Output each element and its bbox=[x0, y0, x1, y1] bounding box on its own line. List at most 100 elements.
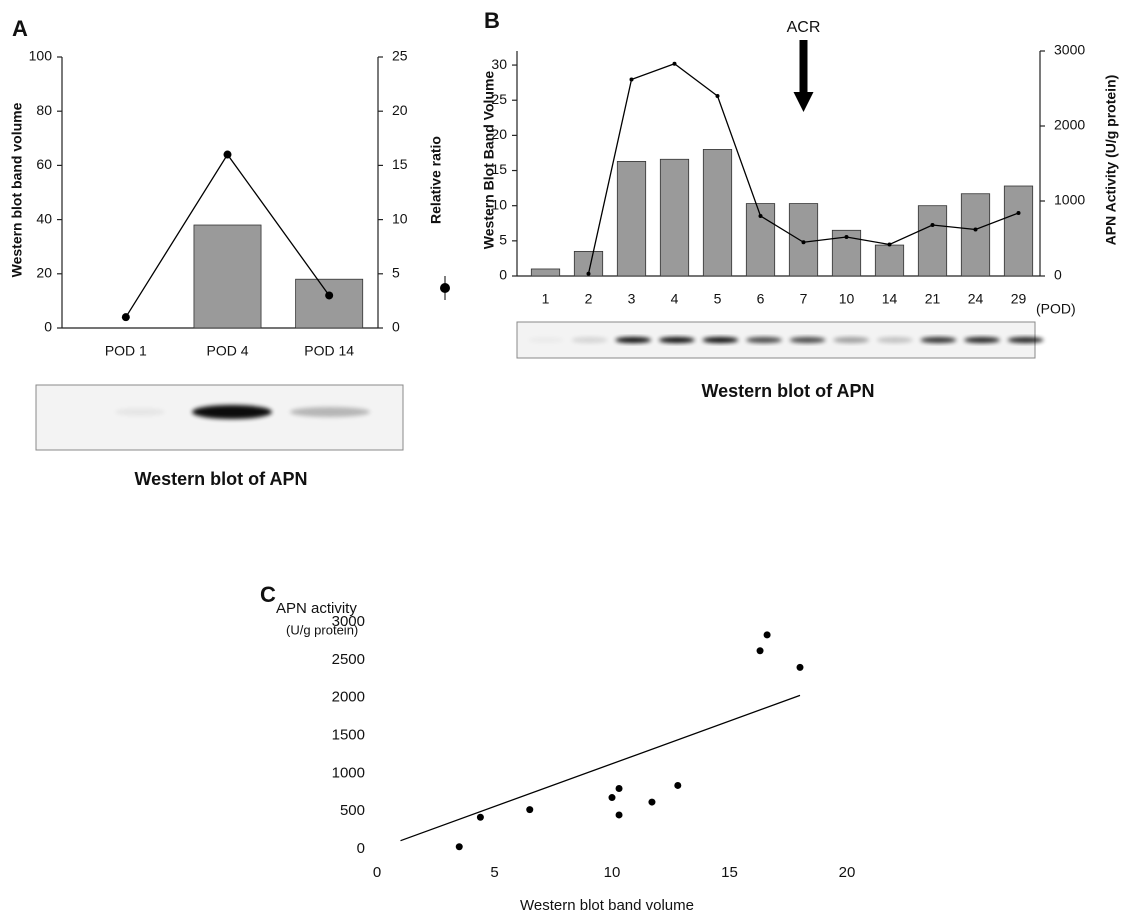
y2-tick-label: 5 bbox=[392, 265, 400, 281]
point bbox=[224, 151, 232, 159]
y2-axis-label: Relative ratio bbox=[428, 136, 444, 224]
bar bbox=[194, 225, 261, 328]
point bbox=[716, 94, 720, 98]
point bbox=[845, 235, 849, 239]
point bbox=[456, 843, 463, 850]
point bbox=[648, 799, 655, 806]
y2-tick-label: 0 bbox=[392, 319, 400, 335]
point bbox=[888, 243, 892, 247]
bar bbox=[1004, 186, 1032, 276]
x-tick-label: 2 bbox=[585, 291, 593, 307]
y-tick-label: 2500 bbox=[332, 651, 365, 668]
point bbox=[1017, 211, 1021, 215]
bar bbox=[789, 204, 817, 276]
panel-letter: B bbox=[484, 8, 500, 33]
y-axis-label: Western blot band volume bbox=[9, 102, 25, 277]
y-tick-label: 100 bbox=[29, 48, 53, 64]
blot-band bbox=[192, 405, 272, 419]
x-tick-label: 10 bbox=[839, 291, 855, 307]
y-tick-label: 500 bbox=[340, 802, 365, 819]
bar bbox=[875, 245, 903, 276]
y-tick-label: 3000 bbox=[332, 613, 365, 630]
x-axis-label: Western blot band volume bbox=[520, 897, 694, 914]
x-tick-label: 6 bbox=[757, 291, 765, 307]
point bbox=[630, 78, 634, 82]
blot-band bbox=[659, 337, 695, 343]
x-tick-label: POD 1 bbox=[105, 343, 147, 359]
x-tick-label: 14 bbox=[882, 291, 898, 307]
arrow-shaft bbox=[800, 40, 808, 92]
y2-tick-label: 2000 bbox=[1054, 117, 1085, 133]
legend-marker bbox=[440, 283, 450, 293]
blot-band bbox=[115, 408, 165, 416]
blot-band bbox=[1008, 337, 1044, 343]
point bbox=[757, 647, 764, 654]
blot-band bbox=[615, 337, 651, 343]
bar bbox=[617, 161, 645, 276]
blot-band bbox=[964, 337, 1000, 343]
blot-band bbox=[877, 337, 913, 343]
page: A0204060801000510152025Western blot band… bbox=[0, 0, 1126, 919]
x-tick-label: 5 bbox=[714, 291, 722, 307]
caption: Western blot of APN bbox=[701, 381, 874, 401]
y2-axis-label: APN Activity (U/g protein) bbox=[1103, 75, 1119, 246]
point bbox=[122, 313, 130, 321]
point bbox=[477, 814, 484, 821]
blot-band bbox=[746, 337, 782, 343]
point bbox=[931, 223, 935, 227]
y-tick-label: 5 bbox=[499, 232, 507, 248]
trendline bbox=[401, 695, 801, 840]
y-axis-label: Western Blot Band Volume bbox=[481, 71, 497, 250]
y-tick-label: 0 bbox=[499, 267, 507, 283]
bar bbox=[660, 159, 688, 276]
point bbox=[797, 664, 804, 671]
caption: Western blot of APN bbox=[134, 469, 307, 489]
blot-band bbox=[920, 337, 956, 343]
x-tick-label: 21 bbox=[925, 291, 941, 307]
y2-tick-label: 0 bbox=[1054, 267, 1062, 283]
x-tick-label: 10 bbox=[604, 864, 621, 881]
bar bbox=[961, 194, 989, 276]
y-tick-label: 20 bbox=[36, 265, 52, 281]
point bbox=[526, 806, 533, 813]
panel-letter: A bbox=[12, 16, 28, 41]
y-tick-label: 40 bbox=[36, 210, 52, 226]
x-tick-label: 7 bbox=[800, 291, 808, 307]
blot-band bbox=[572, 337, 608, 343]
point bbox=[974, 228, 978, 232]
x-tick-label: 4 bbox=[671, 291, 679, 307]
arrow-head bbox=[794, 92, 814, 112]
x-tick-label: 5 bbox=[490, 864, 498, 881]
x-tick-label: 29 bbox=[1011, 291, 1027, 307]
y2-tick-label: 3000 bbox=[1054, 42, 1085, 58]
point bbox=[616, 811, 623, 818]
blot-band bbox=[790, 337, 826, 343]
point bbox=[325, 291, 333, 299]
bar bbox=[296, 279, 363, 328]
y2-tick-label: 1000 bbox=[1054, 192, 1085, 208]
y-tick-label: 30 bbox=[491, 56, 507, 72]
x-tick-label: 0 bbox=[373, 864, 381, 881]
point bbox=[616, 785, 623, 792]
point bbox=[674, 782, 681, 789]
point bbox=[759, 214, 763, 218]
y-tick-label: 0 bbox=[357, 840, 365, 857]
y-tick-label: 80 bbox=[36, 102, 52, 118]
bar bbox=[703, 149, 731, 276]
x-tick-label: 1 bbox=[542, 291, 550, 307]
x-tick-label: 20 bbox=[839, 864, 856, 881]
point bbox=[764, 631, 771, 638]
y2-tick-label: 20 bbox=[392, 102, 408, 118]
annotation: ACR bbox=[787, 19, 821, 36]
y-tick-label: 2000 bbox=[332, 689, 365, 706]
y-tick-label: 1500 bbox=[332, 726, 365, 743]
point bbox=[673, 62, 677, 66]
y2-tick-label: 10 bbox=[392, 210, 408, 226]
blot-band bbox=[290, 407, 370, 417]
x-tick-label: 24 bbox=[968, 291, 984, 307]
point bbox=[609, 794, 616, 801]
x-tick-label: POD 4 bbox=[206, 343, 248, 359]
y2-tick-label: 25 bbox=[392, 48, 408, 64]
x-tick-label: 15 bbox=[721, 864, 738, 881]
bar bbox=[918, 206, 946, 276]
